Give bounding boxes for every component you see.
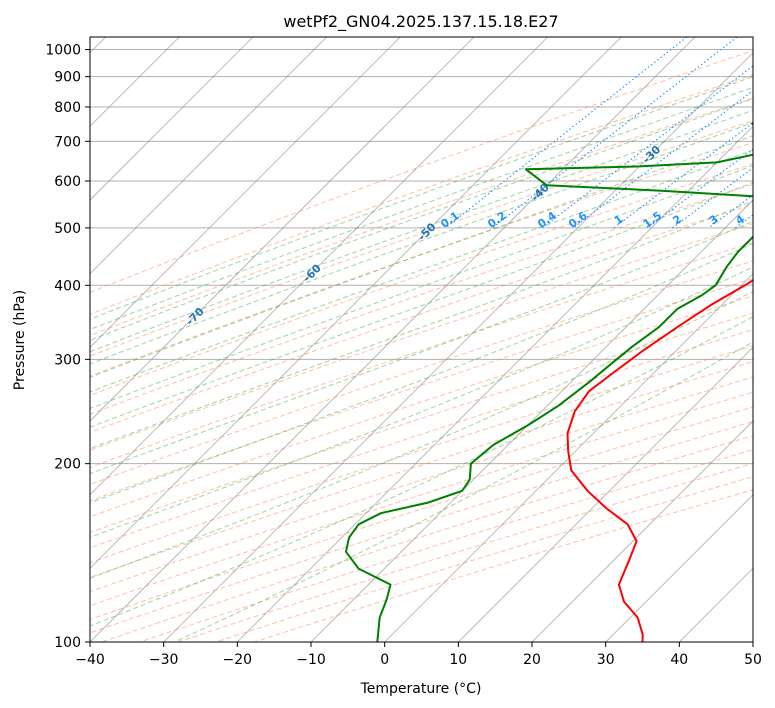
isotherm-label: -30 <box>640 143 663 166</box>
isotherm-line <box>90 37 254 201</box>
moist-adiabat <box>174 341 753 642</box>
y-axis-label: Pressure (hPa) <box>12 290 28 390</box>
dry-adiabat <box>90 278 753 502</box>
y-tick-label: 700 <box>54 134 81 150</box>
x-tick-label: 0 <box>380 652 389 668</box>
isotherm-line <box>163 52 753 642</box>
isotherm-line <box>90 37 475 422</box>
isotherm-line <box>90 37 696 642</box>
background-lines <box>90 37 753 642</box>
dry-adiabat <box>90 361 753 578</box>
mixing-ratio-line <box>492 37 738 229</box>
y-axis: 100 200 300 400 500 600 700 800 900 1000 <box>45 43 90 651</box>
x-tick-label: −10 <box>296 652 326 668</box>
dry-adiabat <box>90 312 753 534</box>
mixing-ratio-label: 2 <box>670 212 684 227</box>
moist-adiabat <box>90 122 753 365</box>
moist-adiabat <box>90 76 753 320</box>
y-tick-label: 400 <box>54 278 81 294</box>
isotherm-label: -60 <box>301 261 324 284</box>
isotherm-label: -50 <box>415 220 438 243</box>
mixing-ratio-line <box>542 65 753 229</box>
y-tick-label: 100 <box>54 635 81 651</box>
isotherm-line <box>384 273 753 642</box>
dry-adiabat <box>215 476 753 642</box>
x-tick-label: −30 <box>149 652 179 668</box>
isotherm-line <box>310 199 753 642</box>
isotherm-line <box>679 567 753 642</box>
y-tick-label: 500 <box>54 221 81 237</box>
x-axis: −40 −30 −20 −10 0 10 20 30 40 50 <box>75 642 762 668</box>
y-tick-label: 900 <box>54 70 81 86</box>
dry-adiabat <box>90 376 753 593</box>
x-tick-label: −40 <box>75 652 105 668</box>
x-tick-label: 50 <box>744 652 762 668</box>
isotherm-label: -40 <box>529 181 552 204</box>
isotherm-line <box>90 37 622 569</box>
isotherm-line <box>90 37 548 496</box>
isotherm-line <box>90 37 401 348</box>
isotherm-line <box>531 420 753 642</box>
x-axis-label: Temperature (°C) <box>360 681 482 697</box>
y-tick-label: 1000 <box>45 43 81 59</box>
isotherm-line <box>605 494 753 642</box>
moist-adiabat <box>90 242 753 504</box>
x-tick-label: −20 <box>223 652 253 668</box>
moist-adiabat <box>90 266 753 538</box>
y-tick-label: 800 <box>54 100 81 116</box>
isotherm-line <box>237 125 753 642</box>
dry-adiabat <box>90 329 753 549</box>
dewpoint-line <box>345 121 753 642</box>
dry-adiabat <box>90 241 753 469</box>
dry-adiabat <box>90 223 753 451</box>
dry-adiabat <box>90 391 753 607</box>
mixing-ratio-line <box>672 167 753 229</box>
mixing-ratio-line <box>734 214 753 229</box>
moist-adiabat <box>90 98 753 341</box>
x-tick-label: 10 <box>449 652 467 668</box>
moist-adiabat <box>90 200 753 450</box>
dry-adiabat <box>90 260 753 485</box>
mixing-ratio-label: 4 <box>733 212 747 227</box>
plot-frame <box>89 36 754 643</box>
dry-adiabat <box>90 97 753 337</box>
x-tick-label: 30 <box>597 652 615 668</box>
chart-title: wetPf2_GN04.2025.137.15.18.E27 <box>283 12 558 32</box>
moist-adiabat <box>90 181 753 428</box>
mixing-ratio-line <box>613 122 753 229</box>
y-tick-label: 600 <box>54 174 81 190</box>
temperature-line <box>566 279 753 642</box>
mixing-ratio-label: 6 <box>772 212 775 227</box>
isotherm-line <box>458 346 753 642</box>
x-tick-label: 40 <box>670 652 688 668</box>
y-tick-label: 200 <box>54 457 81 473</box>
dry-adiabat <box>90 142 753 377</box>
dry-adiabat <box>177 462 753 642</box>
dry-adiabat <box>90 295 753 518</box>
moist-adiabat <box>90 149 753 393</box>
x-tick-label: 20 <box>523 652 541 668</box>
mixing-ratio-line <box>572 90 753 229</box>
mixing-ratio-label: 1 <box>612 212 626 227</box>
isotherm-line <box>752 641 753 642</box>
profile-series <box>345 121 753 642</box>
y-tick-label: 300 <box>54 352 81 368</box>
isotherm-label: -20 <box>750 106 773 129</box>
dry-adiabat <box>90 50 753 293</box>
isotherm-line <box>90 37 327 275</box>
dry-adiabat <box>101 435 753 642</box>
